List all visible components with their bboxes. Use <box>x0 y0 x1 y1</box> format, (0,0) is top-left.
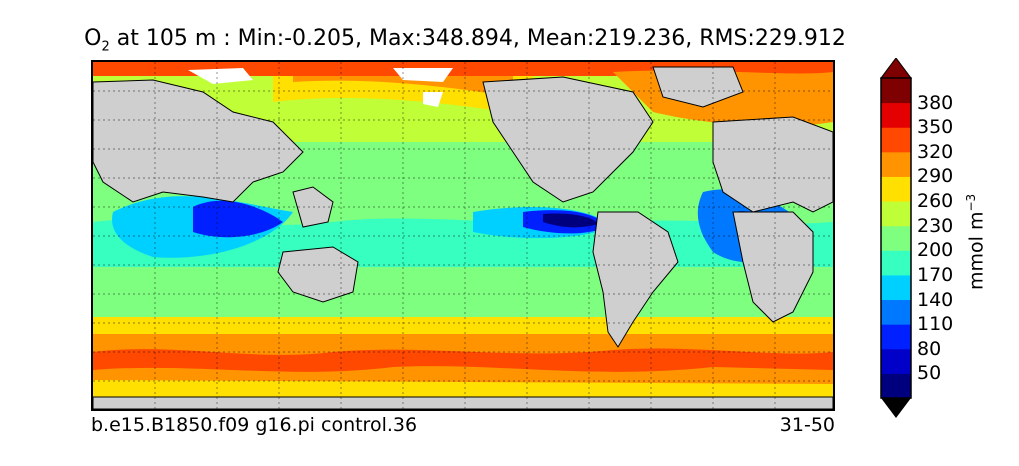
colorbar-tick-label: 80 <box>917 337 942 360</box>
land-south-america <box>592 211 679 348</box>
colorbar-segment <box>881 373 911 399</box>
land-asia <box>93 79 304 203</box>
plot-title: O2 at 105 m : Min:-0.205, Max:348.894, M… <box>0 26 930 54</box>
colorbar-tick-label: 110 <box>917 313 954 336</box>
colorbar-tick-label: 380 <box>917 91 954 114</box>
land-africa <box>732 211 814 323</box>
land-north-america <box>482 76 654 203</box>
title-variable: O <box>84 26 102 51</box>
east-pacific-omz <box>543 213 598 228</box>
unit-exponent: −3 <box>964 193 978 212</box>
colorbar-segment <box>881 102 911 128</box>
title-stats: at 105 m : Min:-0.205, Max:348.894, Mean… <box>109 26 846 51</box>
graticule <box>93 62 833 409</box>
land-europe-africa-north <box>712 116 833 213</box>
colorbar-tick-label: 170 <box>917 263 954 286</box>
colorbar-tick-label: 230 <box>917 214 954 237</box>
colorbar-extend-min <box>881 398 911 418</box>
colorbar-tick-label: 290 <box>917 165 954 188</box>
colorbar-segment <box>881 225 911 251</box>
land-greenland <box>652 66 744 108</box>
sea-ice-1 <box>188 68 253 84</box>
colorbar-tick-label: 320 <box>917 140 954 163</box>
colorbar-segment <box>881 78 911 104</box>
colorbar <box>880 58 912 418</box>
colorbar-extend-max <box>880 58 912 79</box>
colorbar-segment <box>881 201 911 227</box>
land-masses <box>93 66 833 409</box>
colorbar-segment <box>881 176 911 202</box>
run-name: b.e15.B1850.f09 g16.pi control.36 <box>91 414 418 436</box>
colorbar-segment <box>881 250 911 276</box>
sea-ice-3 <box>423 92 443 107</box>
colorbar-segment <box>881 274 911 301</box>
colorbar-outline <box>880 77 912 399</box>
colorbar-segment <box>881 151 911 177</box>
bay-of-bengal-low <box>193 200 283 238</box>
colorbar-unit-label: mmol m−3 <box>964 110 987 290</box>
colorbar-tick-label: 200 <box>917 239 954 262</box>
colorbar-segment <box>881 348 911 374</box>
sea-ice <box>188 68 453 107</box>
colorbar-tick-label: 140 <box>917 288 954 311</box>
colorbar-tick-label: 50 <box>917 362 942 385</box>
land-antarctica <box>93 396 833 409</box>
colorbar-segment <box>881 299 911 325</box>
colorbar-segment <box>881 324 911 350</box>
unit-main: mmol m <box>965 211 988 290</box>
colorbar-tick-label: 260 <box>917 190 954 213</box>
sea-ice-2 <box>393 68 453 82</box>
map-canvas <box>93 62 833 409</box>
year-range: 31-50 <box>779 414 835 436</box>
ocean-o2-map <box>91 60 835 411</box>
land-australia <box>277 246 359 303</box>
title-subscript: 2 <box>101 39 110 55</box>
colorbar-segments <box>880 58 912 418</box>
colorbar-segment <box>881 127 911 153</box>
colorbar-tick-label: 350 <box>917 116 954 139</box>
